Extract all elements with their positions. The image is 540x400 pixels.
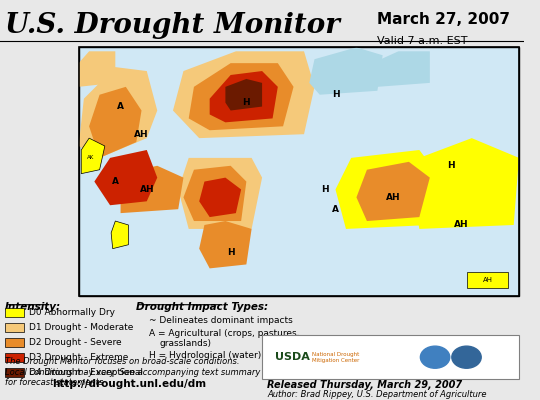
Polygon shape <box>210 71 278 122</box>
Polygon shape <box>225 79 262 110</box>
Polygon shape <box>89 87 141 158</box>
Bar <box>262 336 519 379</box>
Bar <box>0 298 524 395</box>
Polygon shape <box>94 150 157 205</box>
Polygon shape <box>199 221 252 268</box>
Text: H: H <box>227 248 234 257</box>
Text: AH: AH <box>139 185 154 194</box>
Text: Author: Brad Rippey, U.S. Department of Agriculture: Author: Brad Rippey, U.S. Department of … <box>267 390 487 399</box>
Polygon shape <box>335 150 440 229</box>
Text: ~ Delineates dominant impacts: ~ Delineates dominant impacts <box>150 316 293 325</box>
Text: H = Hydrological (water): H = Hydrological (water) <box>150 351 262 360</box>
Polygon shape <box>372 51 430 87</box>
Bar <box>5 353 24 362</box>
Bar <box>5 338 24 347</box>
Polygon shape <box>199 178 241 217</box>
Text: USDA: USDA <box>275 352 310 362</box>
Text: AH: AH <box>134 130 149 139</box>
Polygon shape <box>173 51 314 138</box>
Text: The Drought Monitor focuses on broad-scale conditions.
Local conditions may vary: The Drought Monitor focuses on broad-sca… <box>5 357 261 387</box>
Text: AH: AH <box>454 220 469 230</box>
Bar <box>5 308 24 317</box>
Bar <box>5 323 24 332</box>
Polygon shape <box>356 162 430 221</box>
Text: Released Thursday, March 29, 2007: Released Thursday, March 29, 2007 <box>267 380 462 390</box>
Polygon shape <box>178 158 262 229</box>
Text: H: H <box>242 98 250 107</box>
Polygon shape <box>120 166 184 213</box>
Polygon shape <box>188 63 294 130</box>
Text: http://drought.unl.edu/dm: http://drought.unl.edu/dm <box>52 379 206 389</box>
Bar <box>5 368 24 377</box>
Text: H: H <box>447 161 455 170</box>
Text: D1 Drought - Moderate: D1 Drought - Moderate <box>29 323 133 332</box>
Bar <box>79 47 519 296</box>
Text: A: A <box>112 177 119 186</box>
Text: H: H <box>332 90 339 99</box>
Polygon shape <box>79 67 157 158</box>
Text: grasslands): grasslands) <box>160 340 212 348</box>
Circle shape <box>421 346 450 368</box>
Polygon shape <box>309 47 383 95</box>
Text: AH: AH <box>482 277 492 283</box>
Text: Intensity:: Intensity: <box>5 302 62 312</box>
Bar <box>79 47 519 296</box>
Text: H: H <box>321 185 329 194</box>
Polygon shape <box>81 138 105 174</box>
Polygon shape <box>414 138 519 229</box>
Text: A: A <box>332 205 339 214</box>
Text: Valid 7 a.m. EST: Valid 7 a.m. EST <box>377 36 468 46</box>
Text: D0 Abnormally Dry: D0 Abnormally Dry <box>29 308 115 317</box>
Text: D2 Drought - Severe: D2 Drought - Severe <box>29 338 122 347</box>
Bar <box>467 272 509 288</box>
Text: D3 Drought - Extreme: D3 Drought - Extreme <box>29 353 128 362</box>
Polygon shape <box>79 51 116 87</box>
Text: AK: AK <box>86 155 94 160</box>
Text: A: A <box>117 102 124 111</box>
Circle shape <box>452 346 481 368</box>
Text: National Drought
Mitigation Center: National Drought Mitigation Center <box>312 352 359 362</box>
Text: Drought Impact Types:: Drought Impact Types: <box>136 302 268 312</box>
Polygon shape <box>111 221 129 249</box>
Polygon shape <box>184 166 246 221</box>
Text: AH: AH <box>386 193 401 202</box>
Text: D4 Drought - Exceptional: D4 Drought - Exceptional <box>29 368 143 377</box>
Text: A = Agricultural (crops, pastures,: A = Agricultural (crops, pastures, <box>150 329 300 338</box>
Text: March 27, 2007: March 27, 2007 <box>377 12 510 27</box>
Text: U.S. Drought Monitor: U.S. Drought Monitor <box>5 12 340 39</box>
